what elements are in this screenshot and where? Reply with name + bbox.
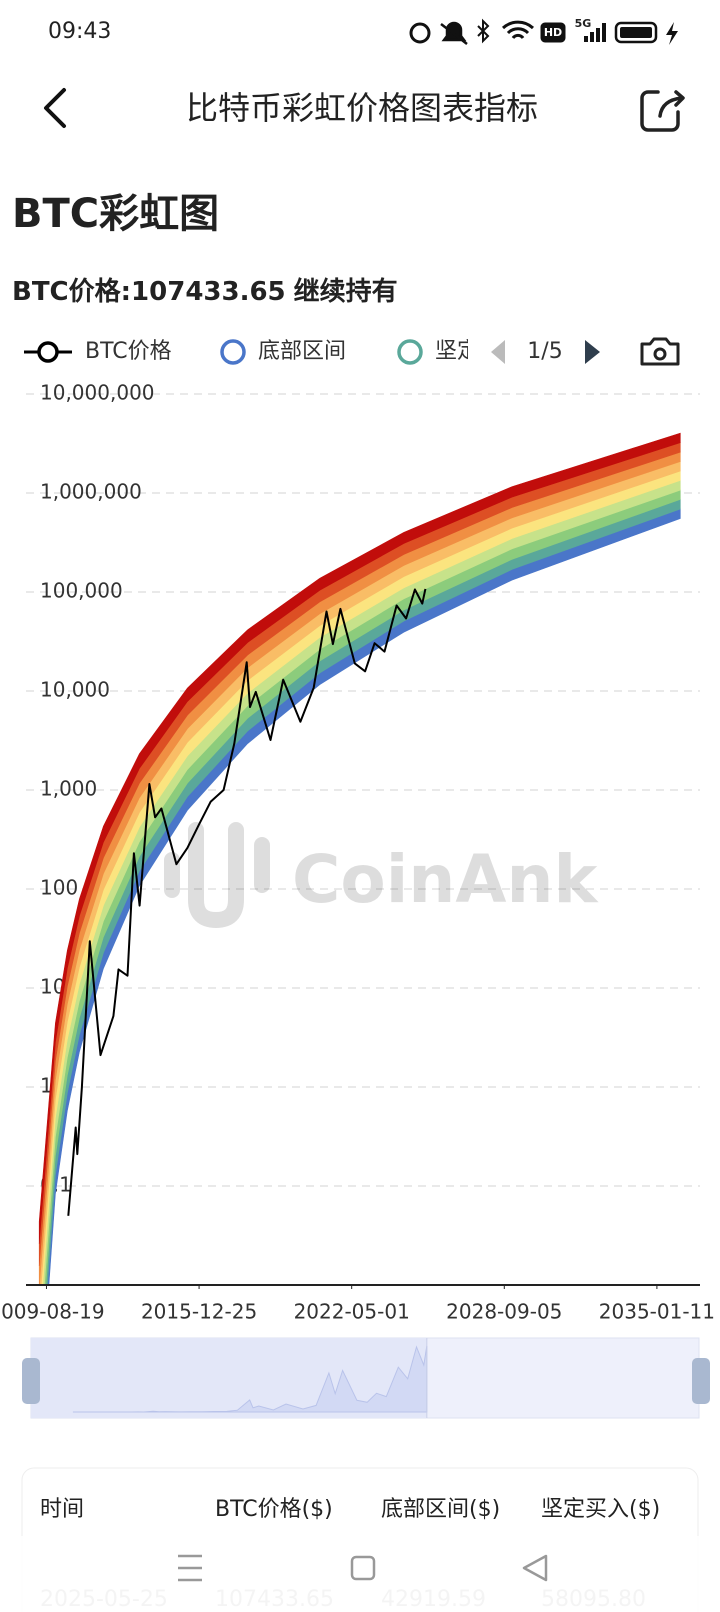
table-header: 时间 (40, 1497, 84, 1522)
section-heading: BTC彩虹图 (12, 191, 219, 237)
table-header: BTC价格($) (215, 1497, 333, 1522)
hd-label: HD (544, 26, 562, 39)
share-button[interactable] (640, 90, 685, 132)
rainbow-band (38, 432, 681, 1244)
hd-icon (540, 22, 566, 43)
status-icons: HD 5G (409, 17, 678, 45)
alarm-icon (409, 22, 431, 44)
bluetooth-icon (477, 18, 490, 44)
table-header: 底部区间($) (381, 1497, 500, 1522)
mute-icon (440, 21, 468, 45)
price-lines (67, 588, 427, 1216)
snapshot-button[interactable] (640, 337, 680, 366)
legend-marker (37, 341, 59, 363)
y-tick-label: 10,000 (40, 678, 110, 702)
price-value: 107433.65 (131, 277, 286, 307)
legend-label[interactable]: BTC价格 (85, 339, 172, 364)
rainbow-bands (38, 432, 681, 1285)
legend-label[interactable]: 底部区间 (258, 339, 346, 364)
legend-prev[interactable] (491, 340, 505, 364)
legend: BTC价格 底部区间 坚定买入 (24, 339, 523, 365)
x-tick-label: 2015-12-25 (141, 1300, 257, 1324)
navigator-handle-left[interactable] (22, 1358, 40, 1404)
watermark: CoinAnk (164, 822, 599, 929)
y-tick-label: 100 (40, 876, 78, 900)
legend-page: 1/5 (527, 339, 562, 364)
navigator-preview (31, 1338, 428, 1418)
battery-icon (614, 21, 658, 44)
nav-back[interactable] (522, 1554, 548, 1582)
x-tick-label: 2022-05-01 (294, 1300, 410, 1324)
status-time: 09:43 (48, 19, 111, 44)
x-tick-label: 2028-09-05 (446, 1300, 562, 1324)
signal: 继续持有 (294, 276, 398, 307)
x-tick-label: 2009-08-19 (0, 1300, 105, 1324)
page-title: 比特币彩虹价格图表指标 (186, 89, 538, 127)
navigator-handle-right[interactable] (692, 1358, 710, 1404)
legend-marker (220, 339, 246, 365)
wifi-icon (501, 20, 535, 40)
signal-icon (584, 23, 606, 42)
y-tick-label: 1,000 (40, 777, 97, 801)
legend-next[interactable] (585, 340, 600, 364)
price-line: BTC价格:107433.65 继续持有 (12, 276, 398, 307)
y-tick-label: 1,000,000 (40, 480, 142, 504)
x-tick-label: 2035-01-11 (599, 1300, 715, 1324)
nav-home[interactable] (350, 1555, 376, 1581)
charging-icon (666, 22, 678, 45)
legend-marker (397, 339, 423, 365)
price-label: BTC价格: (12, 276, 131, 307)
battery-level (620, 27, 652, 38)
network-label: 5G (575, 17, 592, 30)
table-header: 坚定买入($) (541, 1497, 660, 1522)
y-tick-label: 100,000 (40, 579, 123, 603)
back-button[interactable] (44, 88, 66, 128)
watermark-logo (164, 822, 270, 929)
y-tick-label: 10,000,000 (40, 381, 155, 405)
nav-menu[interactable] (178, 1554, 202, 1582)
legend-label[interactable]: 坚定买入 (435, 339, 523, 364)
x-axis-labels: 2009-08-19 2015-12-25 2022-05-01 2028-09-05… (0, 1285, 715, 1324)
watermark-text: CoinAnk (292, 841, 599, 918)
navigator-area (72, 1345, 428, 1413)
price-line (67, 588, 427, 1216)
system-nav-bar (0, 1536, 720, 1612)
